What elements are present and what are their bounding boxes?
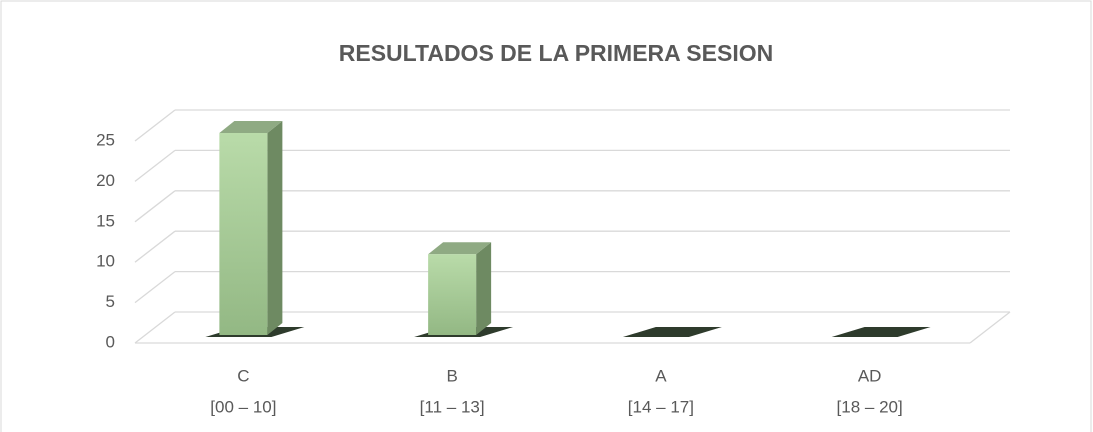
axis-tick-slant — [134, 190, 176, 223]
bar-shadow — [622, 327, 722, 337]
x-tick-label: B — [446, 366, 457, 385]
axis-tick-slant — [134, 109, 176, 142]
y-tick-label: 20 — [96, 171, 115, 190]
axis-tick-slant — [134, 149, 176, 182]
bar-shadow — [831, 327, 931, 337]
bar-top — [428, 242, 492, 255]
floor-side — [969, 311, 1011, 344]
y-tick-label: 25 — [96, 130, 115, 149]
x-tick-label: [11 – 13] — [420, 397, 485, 416]
x-tick-label: [18 – 20] — [837, 397, 903, 416]
x-tick-label: A — [655, 366, 667, 385]
y-tick-label: 5 — [106, 292, 115, 311]
bar-top — [219, 121, 283, 133]
y-tick-label: 0 — [106, 332, 115, 351]
y-tick-label: 15 — [96, 211, 115, 230]
bar — [219, 133, 268, 335]
bar-side — [476, 242, 492, 335]
chart-title: RESULTADOS DE LA PRIMERA SESION — [339, 40, 773, 66]
bar — [428, 254, 477, 335]
x-tick-label: C — [237, 366, 249, 385]
axis-tick-slant — [134, 271, 176, 304]
x-tick-label: AD — [858, 366, 882, 385]
bar-side — [267, 121, 283, 335]
x-tick-label: [14 – 17] — [628, 397, 694, 416]
axis-tick-slant — [134, 311, 176, 344]
axis-tick-slant — [134, 230, 176, 263]
x-tick-label: [00 – 10] — [210, 397, 276, 416]
y-tick-label: 10 — [96, 252, 115, 271]
